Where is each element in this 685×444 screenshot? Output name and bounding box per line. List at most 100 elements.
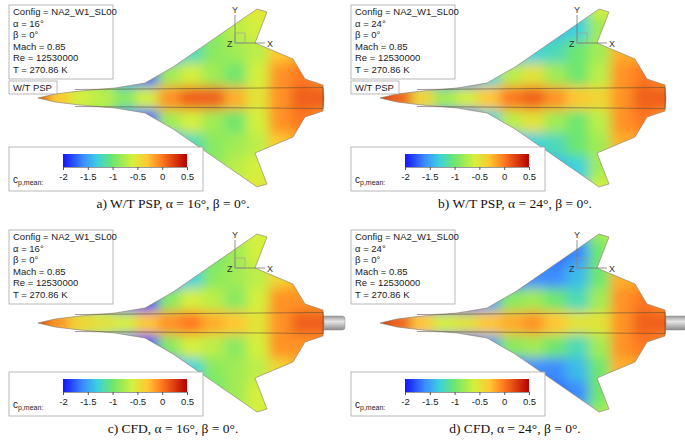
cell [456,40,479,64]
cell [389,311,412,335]
info-text: β = 0° [355,254,381,265]
cell [269,241,292,265]
tick-label: 0.5 [523,171,536,182]
cell [313,405,336,429]
badge-box [9,81,57,94]
cell [544,288,567,312]
info-text: α = 16° [13,18,44,29]
cell [544,16,567,40]
cell [588,335,611,359]
cell [544,265,567,289]
cell [655,63,678,87]
cell [411,110,434,134]
cell [611,156,634,180]
cell [313,358,336,382]
cell [522,265,545,289]
cell [291,40,314,64]
cell [588,358,611,382]
cell [544,40,567,64]
cell [633,0,656,17]
tick-mark [455,167,456,170]
tick: -0.5 [472,392,488,407]
triad: YZX [569,230,615,274]
tick-mark [162,167,163,170]
cell [566,335,589,359]
cell [158,16,181,40]
colorbar-axis: -2-1.5-1-0.500.5 [401,392,536,407]
tick-label: -1.5 [80,171,96,182]
triad-label: X [609,39,615,49]
cell [269,335,292,359]
tick: -1.5 [80,392,96,407]
colorbar [405,379,529,392]
colorbar-box [9,372,203,416]
cell [544,218,567,242]
cell [269,110,292,134]
cell [180,0,203,17]
cell [522,288,545,312]
colorbar-label-sub: p,mean: [360,179,385,187]
triad-label: Y [232,230,238,240]
cell [566,156,589,180]
tick-mark [430,167,431,170]
cell [522,16,545,40]
cell [114,110,137,134]
caption: a) W/T PSP, α = 16°, β = 0°. [96,196,249,211]
cell [655,40,678,64]
cell [522,40,545,64]
cell [202,335,225,359]
cell [478,40,501,64]
tick-mark [405,392,406,395]
cell [611,405,634,429]
cell [478,0,501,17]
cell [633,16,656,40]
info-text: T = 270.86 K [355,64,410,75]
cell [202,358,225,382]
cell [389,335,412,359]
cell [47,335,70,359]
cell [478,241,501,265]
cell [180,110,203,134]
cell [269,311,292,335]
tick: -1 [451,392,459,407]
cell [158,63,181,87]
cell [655,311,678,335]
cell [633,381,656,405]
cell [136,218,159,242]
triad-label: X [609,264,615,274]
info-text: Mach = 0.85 [355,266,408,277]
cell [114,218,137,242]
cell [114,241,137,265]
cell [522,311,545,335]
colorbar-axis: -2-1.5-1-0.500.5 [401,167,536,182]
tick-label: -2 [401,171,409,182]
tick-label: 0 [502,396,507,407]
cell [158,265,181,289]
tick: -2 [59,167,67,182]
cell [25,110,48,134]
cell [611,241,634,265]
cell [588,63,611,87]
cell [566,63,589,87]
cell [69,110,92,134]
cell [478,218,501,242]
tick-label: 0 [160,396,165,407]
cell [633,358,656,382]
colorbar-label-sub: p,mean: [18,179,43,187]
cell [202,218,225,242]
tick-label: -0.5 [130,396,146,407]
cell [633,63,656,87]
cell [611,180,634,204]
cell [246,16,269,40]
tick-label: -1.5 [422,396,438,407]
tick: -1.5 [422,167,438,182]
cell [246,358,269,382]
tick-label: -1 [451,171,459,182]
cell [655,405,678,429]
cell [611,16,634,40]
triad: YZX [227,230,273,274]
colorbar-label: cp,mean: [355,174,385,187]
cell [291,381,314,405]
triad-axes [235,240,265,268]
cell [246,241,269,265]
